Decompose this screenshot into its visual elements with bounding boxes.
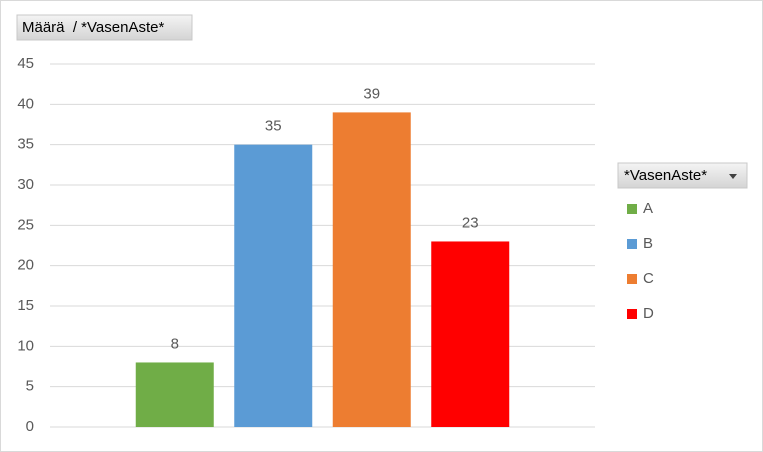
legend-button-box[interactable]: [617, 162, 748, 189]
bar: [332, 112, 411, 428]
legend-title: *VasenAste*: [624, 167, 707, 184]
y-tick-label: 30: [17, 176, 34, 193]
y-tick-label: 45: [17, 55, 34, 72]
value-label: 35: [265, 118, 282, 135]
bar: [234, 144, 313, 427]
value-label: 39: [363, 85, 380, 102]
value-label: 8: [171, 335, 179, 352]
value-label: 23: [462, 214, 479, 231]
legend-label: C: [643, 270, 654, 287]
y-tick-label: 40: [17, 95, 34, 112]
legend-label: B: [643, 235, 653, 252]
y-tick-label: 0: [26, 418, 34, 435]
y-tick-label: 20: [17, 257, 34, 274]
legend-label: A: [643, 200, 653, 217]
bar: [431, 241, 510, 427]
legend-swatch: [627, 309, 637, 319]
y-tick-label: 5: [26, 378, 34, 395]
y-tick-label: 25: [17, 216, 34, 233]
legend-label: D: [643, 305, 654, 322]
legend-swatch: [627, 239, 637, 249]
dropdown-arrow[interactable]: [729, 174, 737, 179]
field-button[interactable]: Määrä / *VasenAste*: [16, 14, 193, 41]
bar: [135, 362, 214, 427]
field-button-box[interactable]: [16, 14, 193, 41]
y-tick-label: 10: [17, 337, 34, 354]
y-tick-label: 15: [17, 297, 34, 314]
legend-button[interactable]: *VasenAste*: [617, 162, 748, 189]
chart-title: Määrä / *VasenAste*: [22, 19, 164, 36]
legend-swatch: [627, 274, 637, 284]
legend-swatch: [627, 204, 637, 214]
y-tick-label: 35: [17, 136, 34, 153]
